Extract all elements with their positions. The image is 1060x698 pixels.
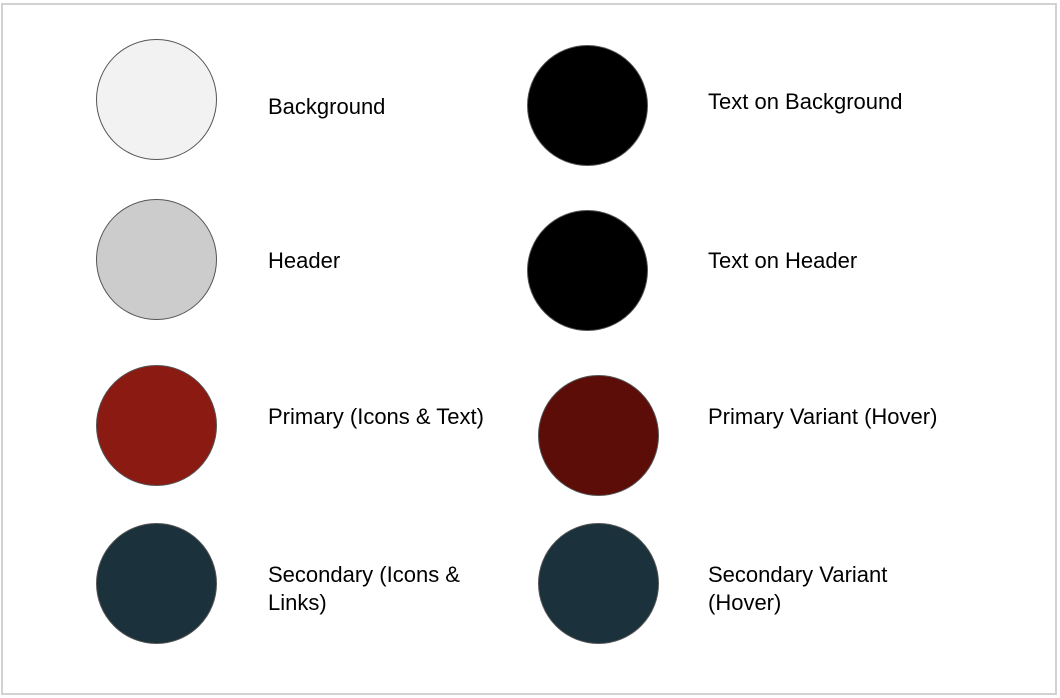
label-secondary: Secondary (Icons & Links) bbox=[268, 562, 460, 615]
swatch-primary bbox=[96, 365, 217, 486]
color-palette-card: Background Header Primary (Icons & Text)… bbox=[1, 3, 1057, 695]
label-text-on-background: Text on Background bbox=[708, 89, 903, 114]
label-background: Background bbox=[268, 94, 386, 119]
swatch-secondary bbox=[96, 523, 217, 644]
label-primary: Primary (Icons & Text) bbox=[268, 404, 484, 429]
swatch-text-on-background bbox=[527, 45, 648, 166]
label-primary-variant: Primary Variant (Hover) bbox=[708, 404, 938, 429]
label-header: Header bbox=[268, 248, 341, 273]
label-secondary-variant: Secondary Variant (Hover) bbox=[708, 562, 888, 615]
swatch-background bbox=[96, 39, 217, 160]
swatch-header bbox=[96, 199, 217, 320]
swatch-primary-variant bbox=[538, 375, 659, 496]
swatch-secondary-variant bbox=[538, 523, 659, 644]
label-text-on-header: Text on Header bbox=[708, 248, 858, 273]
swatch-text-on-header bbox=[527, 210, 648, 331]
